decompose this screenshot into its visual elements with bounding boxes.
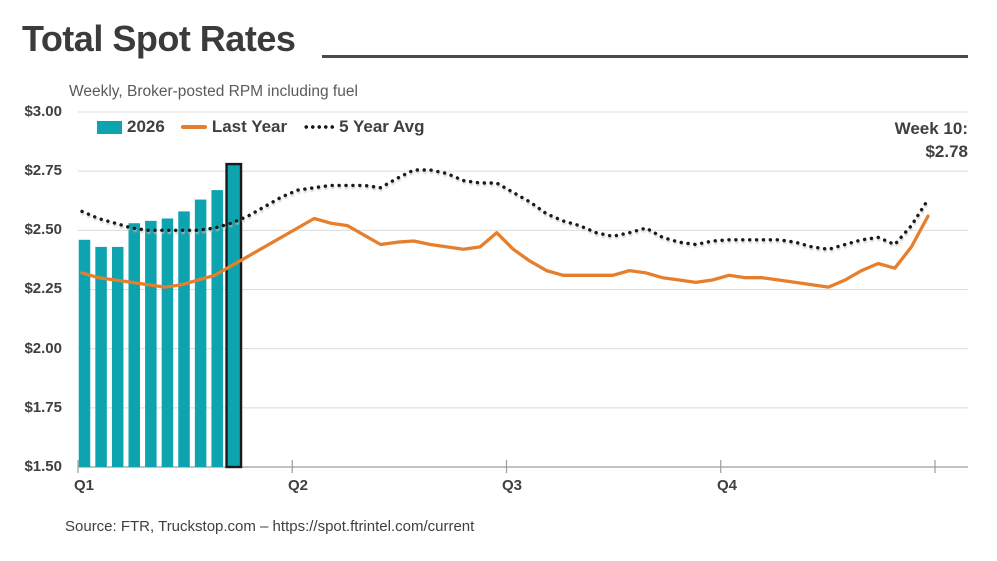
y-axis-label: $2.50: [24, 221, 62, 238]
legend-swatch-last-year: [180, 125, 207, 129]
x-axis-label-q4: Q4: [717, 477, 738, 494]
legend-item-5-year-avg: 5 Year Avg: [303, 117, 425, 137]
y-axis-label: $2.75: [24, 162, 62, 179]
page-title: Total Spot Rates: [22, 18, 296, 59]
y-axis-label: $2.00: [24, 340, 62, 357]
legend-swatch-2026: [97, 120, 122, 134]
legend-swatch-5-year-avg: [303, 124, 335, 130]
title-underline: [322, 55, 968, 58]
y-axis-label: $2.25: [24, 280, 62, 297]
week-10-annotation-label: Week 10:: [894, 119, 968, 138]
y-axis-label: $1.50: [24, 458, 62, 475]
y-axis-label: $1.75: [24, 399, 62, 416]
legend-label-last-year: Last Year: [211, 117, 288, 136]
x-axis-label-q3: Q3: [502, 477, 523, 494]
x-axis-label-q2: Q2: [288, 477, 309, 494]
chart-subtitle: Weekly, Broker-posted RPM including fuel: [69, 83, 358, 100]
y-axis-label: $3.00: [24, 103, 62, 120]
legend-label-2026: 2026: [127, 117, 165, 136]
legend-label-5-year-avg: 5 Year Avg: [339, 117, 425, 136]
x-axis-label-q1: Q1: [74, 477, 95, 494]
week-10-annotation-value: $2.78: [925, 142, 968, 161]
legend-item-last-year: Last Year: [180, 117, 288, 137]
source-text: Source: FTR, Truckstop.com – https://spo…: [65, 518, 475, 535]
week-10-annotation: Week 10: $2.78: [895, 117, 968, 163]
chart-legend: 2026 Last Year 5 Year Avg: [97, 117, 425, 137]
legend-item-2026: 2026: [97, 117, 165, 137]
